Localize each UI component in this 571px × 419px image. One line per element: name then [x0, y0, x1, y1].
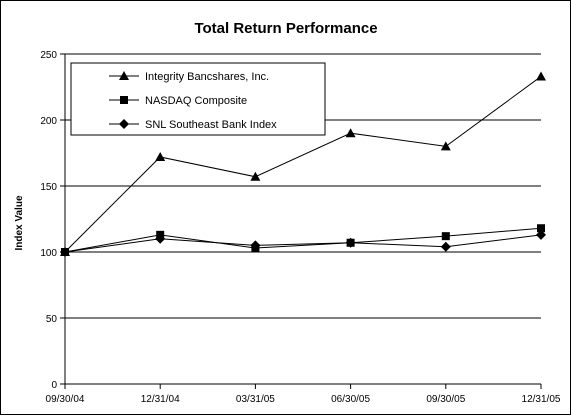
data-point-2-2 [250, 240, 261, 251]
legend-marker-0 [119, 71, 129, 80]
y-tick-label: 0 [51, 380, 57, 391]
data-point-0-5 [536, 71, 546, 81]
chart-title: Total Return Performance [194, 20, 377, 37]
legend-label-0: Integrity Bancshares, Inc. [145, 71, 269, 83]
y-axis-label: Index Value [14, 195, 25, 250]
data-point-2-1 [155, 233, 166, 244]
data-point-0-3 [345, 128, 356, 138]
x-tick-label: 06/30/05 [331, 394, 370, 405]
x-tick-label: 12/31/05 [522, 394, 561, 405]
data-point-2-0 [60, 247, 70, 257]
data-point-2-5 [536, 229, 546, 240]
y-tick-label: 250 [40, 50, 57, 61]
data-point-1-4 [441, 232, 450, 241]
y-tick-label: 50 [46, 314, 58, 325]
x-tick-label: 12/31/04 [141, 394, 180, 405]
x-tick-label: 09/30/04 [46, 394, 85, 405]
legend-marker-2 [119, 119, 129, 129]
legend-label-2: SNL Southeast Bank Index [145, 119, 277, 131]
legend-box [70, 62, 326, 136]
x-tick-label: 03/31/05 [236, 394, 275, 405]
data-point-1-5 [537, 224, 545, 233]
y-tick-label: 100 [40, 248, 57, 259]
data-point-0-1 [155, 151, 166, 161]
series-line-1 [64, 227, 542, 253]
data-point-0-4 [440, 141, 451, 151]
y-tick-label: 150 [40, 182, 57, 193]
data-point-2-3 [345, 237, 356, 248]
y-tick-label: 200 [40, 116, 57, 127]
legend-marker-1 [120, 96, 128, 104]
data-point-0-2 [250, 171, 261, 181]
x-tick-label: 09/30/05 [426, 394, 465, 405]
data-point-2-4 [440, 241, 451, 252]
series-line-2 [64, 234, 542, 253]
legend-label-1: NASDAQ Composite [145, 95, 247, 107]
series-line-0 [64, 76, 542, 253]
